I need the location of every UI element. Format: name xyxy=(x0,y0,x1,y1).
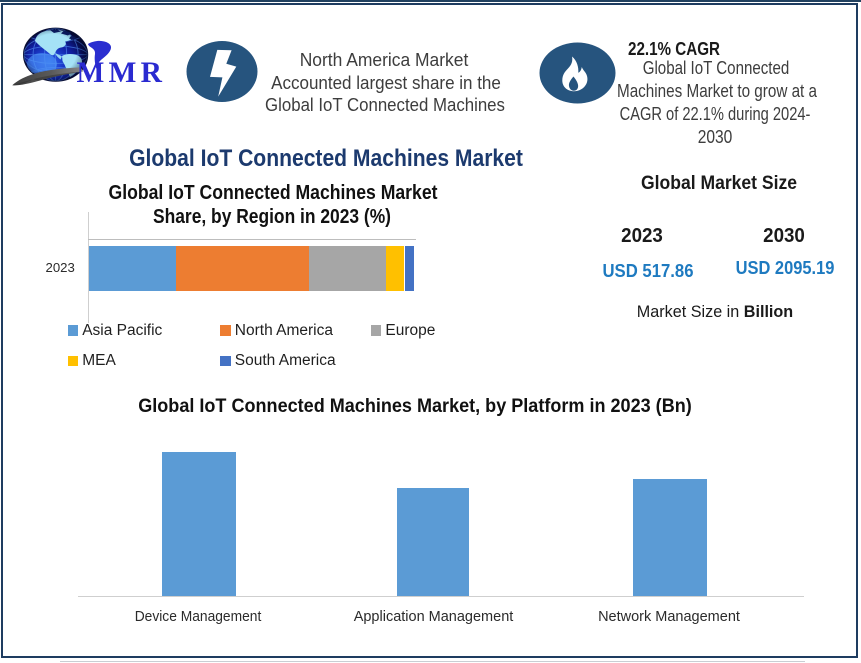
svg-text:MMR: MMR xyxy=(77,57,167,89)
